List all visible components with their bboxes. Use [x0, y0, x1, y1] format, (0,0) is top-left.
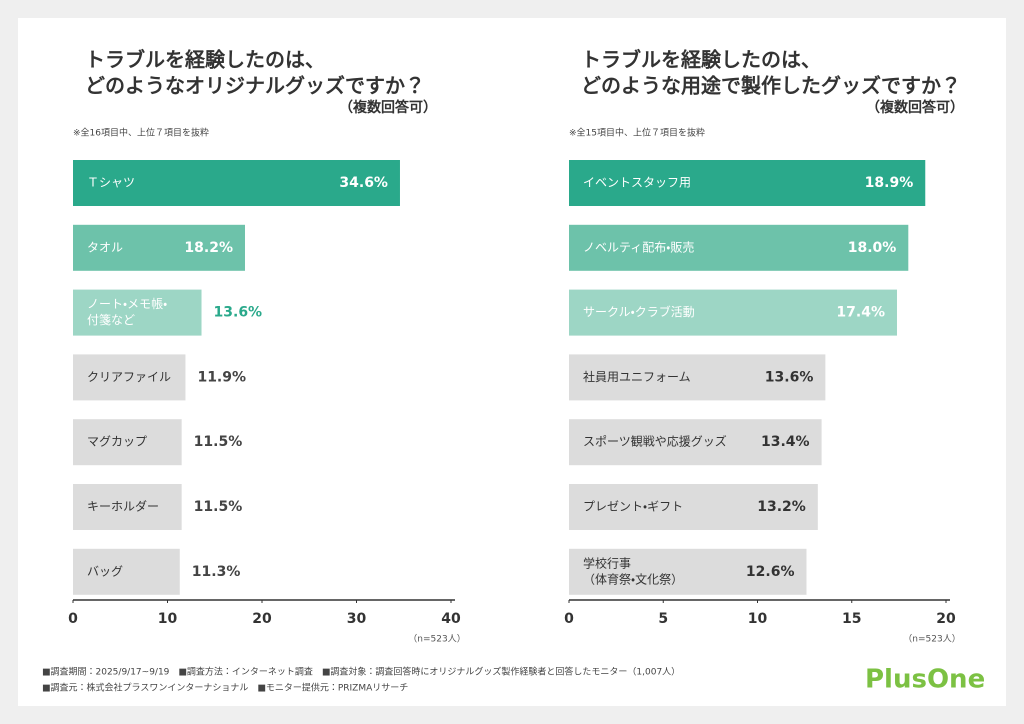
value-label: 11.5%	[194, 434, 243, 450]
category-label: 付箋など	[87, 312, 135, 327]
x-tick-label: 0	[68, 611, 78, 627]
bar	[73, 548, 180, 595]
value-label: 18.9%	[865, 175, 914, 191]
value-label: 11.9%	[197, 369, 246, 385]
bar	[73, 419, 182, 466]
x-tick-label: 20	[936, 611, 956, 627]
sample-size: （n=523人）	[408, 634, 465, 645]
chart-title: トラブルを経験したのは、	[581, 48, 821, 72]
category-label: クリアファイル	[87, 370, 171, 384]
bar	[73, 289, 202, 336]
bar	[569, 548, 807, 595]
value-label: 17.4%	[836, 305, 885, 321]
bar	[569, 419, 822, 466]
category-label: スポーツ観戦や応援グッズ	[583, 434, 727, 449]
x-tick-label: 20	[252, 611, 272, 627]
note: ※全15項目中、上位７項目を抜粋	[569, 127, 705, 139]
value-label: 12.6%	[746, 564, 795, 580]
category-label: 社員用ユニフォーム	[583, 369, 691, 384]
footer-note: ■調査期間：2025/9/17~9/19 ■調査方法：インターネット調査 ■調査…	[42, 666, 680, 678]
bar	[73, 484, 182, 530]
category-label: バッグ	[87, 564, 123, 578]
bar	[569, 289, 897, 336]
category-label: ノート・メモ帳・	[87, 296, 167, 311]
category-label: 学校行事	[583, 555, 631, 570]
category-label: サークル・クラブ活動	[583, 304, 695, 319]
bar	[73, 224, 245, 271]
value-label: 13.4%	[761, 434, 810, 450]
value-label: 34.6%	[339, 175, 388, 191]
x-tick-label: 15	[842, 611, 861, 627]
bar	[569, 354, 826, 401]
x-tick-label: 5	[658, 611, 668, 627]
bar	[73, 160, 400, 206]
category-label: イベントスタッフ用	[583, 176, 691, 190]
value-label: 13.6%	[765, 369, 814, 385]
bar	[569, 160, 926, 206]
bar	[569, 484, 818, 530]
x-tick-label: 0	[564, 611, 574, 627]
x-tick-label: 10	[748, 611, 768, 627]
chart-title: どのようなオリジナルグッズですか？	[85, 74, 425, 98]
sample-size: （n=523人）	[903, 634, 960, 645]
value-label: 18.0%	[848, 240, 897, 256]
category-label: タオル	[87, 240, 123, 254]
value-label: 13.6%	[214, 305, 263, 321]
logo: PlusOne	[865, 665, 985, 695]
value-label: 13.2%	[757, 499, 806, 515]
note: ※全16項目中、上位７項目を抜粋	[73, 127, 209, 139]
footer-note: ■調査元：株式会社プラスワンインターナショナル ■モニター提供元：PRIZMAリ…	[42, 682, 408, 694]
category-label: ノベルティ配布・販売	[583, 239, 694, 254]
bar	[73, 354, 186, 401]
value-label: 18.2%	[184, 240, 233, 256]
category-label: プレゼント・ギフト	[583, 500, 683, 514]
category-label: キーホルダー	[87, 499, 159, 514]
chart-title: どのような用途で製作したグッズですか？	[581, 74, 961, 98]
x-tick-label: 10	[158, 611, 178, 627]
x-tick-label: 40	[441, 611, 461, 627]
value-label: 11.5%	[194, 499, 243, 515]
chart-subtitle: （複数回答可）	[339, 99, 437, 116]
chart-title: トラブルを経験したのは、	[85, 48, 325, 72]
bar	[569, 224, 909, 271]
x-tick-label: 30	[347, 611, 367, 627]
category-label: Ｔシャツ	[87, 176, 135, 190]
category-label: （体育祭・文化祭）	[583, 571, 683, 586]
category-label: マグカップ	[87, 435, 147, 449]
value-label: 11.3%	[192, 564, 241, 580]
chart-subtitle: （複数回答可）	[866, 99, 964, 116]
